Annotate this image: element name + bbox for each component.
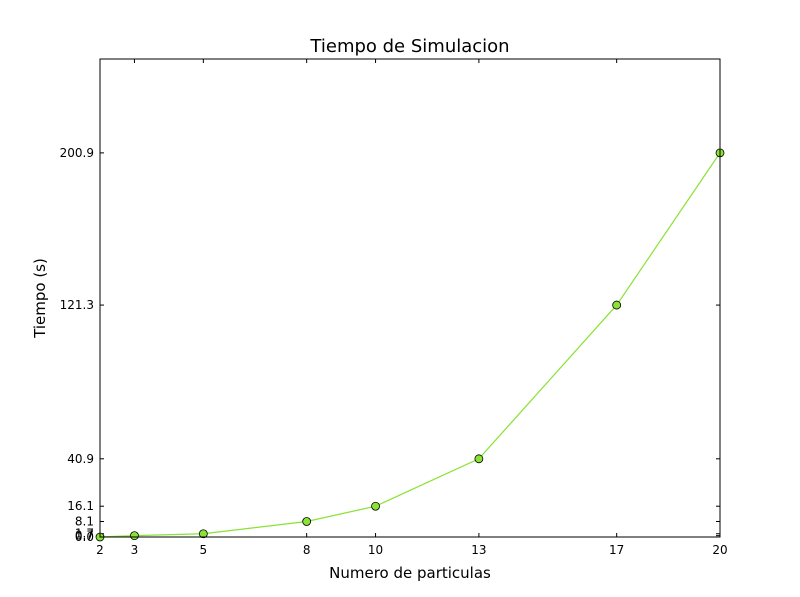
- x-tick-label: 5: [200, 543, 208, 557]
- y-tick-label: 200.9: [60, 146, 94, 160]
- x-tick-label: 10: [368, 543, 383, 557]
- x-tick-label: 17: [609, 543, 624, 557]
- data-point: [612, 300, 622, 310]
- x-tick-label: 20: [712, 543, 727, 557]
- x-tick-label: 3: [131, 543, 139, 557]
- y-tick-label: 1.7: [75, 527, 94, 541]
- data-point: [130, 531, 139, 541]
- x-axis-label: Numero de particulas: [329, 564, 491, 582]
- y-tick-label: 121.3: [60, 298, 94, 312]
- data-point: [198, 529, 208, 539]
- series: [95, 148, 725, 542]
- y-axis-label: Tiempo (s): [31, 258, 49, 339]
- y-tick-label: 0.0: [75, 530, 94, 544]
- x-tick-label: 8: [303, 543, 311, 557]
- data-point: [302, 517, 312, 526]
- plot-frame: [99, 58, 721, 538]
- x-tick-label: 13: [471, 543, 486, 557]
- plot-background: [100, 59, 720, 537]
- chart-title: Tiempo de Simulacion: [309, 36, 509, 57]
- data-point: [371, 501, 380, 511]
- x-tick-label: 2: [96, 543, 104, 557]
- y-tick-label: 8.1: [75, 515, 94, 529]
- y-tick-label: 16.1: [67, 499, 94, 513]
- ticks: 2 3 5 8 10 13 17 20 0.00.71.78.1 16.1 40.9 121.3 200…: [60, 59, 728, 557]
- series-line: [99, 152, 721, 538]
- data-point: [474, 454, 484, 464]
- y-tick-label: 0.7: [75, 529, 94, 543]
- y-tick-label: 40.9: [67, 452, 94, 466]
